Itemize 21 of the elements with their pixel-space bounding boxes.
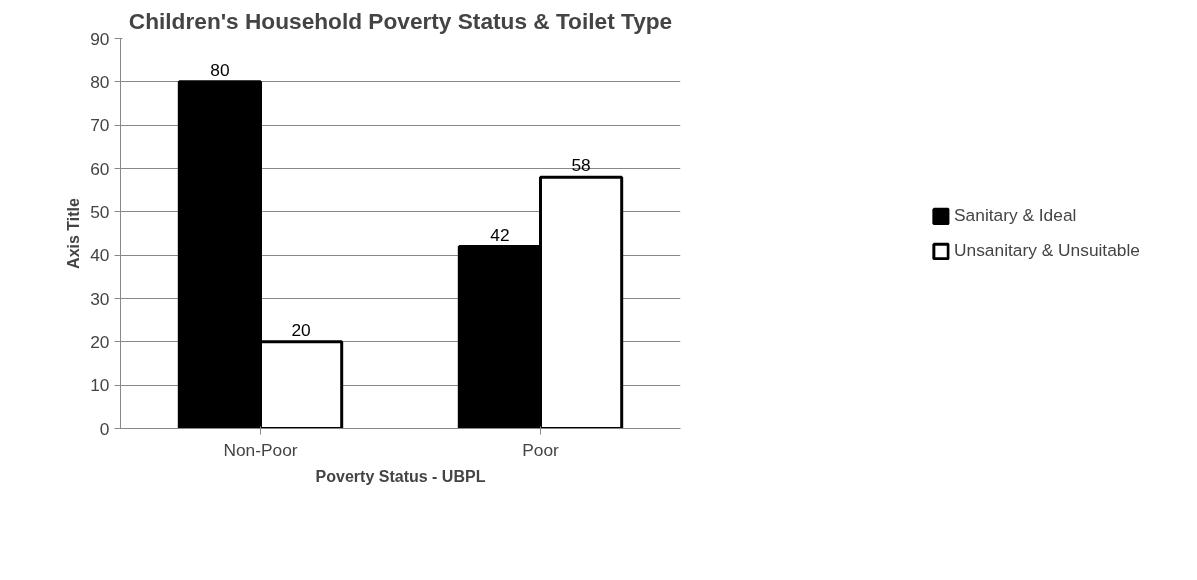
y-tick-label: 80 bbox=[90, 71, 110, 92]
y-tick-label: 40 bbox=[90, 245, 110, 266]
y-tick-label: 60 bbox=[90, 158, 110, 179]
data-label: 20 bbox=[291, 319, 311, 340]
x-tick-label: Poor bbox=[522, 439, 560, 460]
data-label: 80 bbox=[210, 59, 230, 80]
y-tick-label: 20 bbox=[90, 331, 110, 352]
y-axis-title: Axis Title bbox=[65, 197, 83, 269]
chart-title: Children's Household Poverty Status & Toilet Type bbox=[128, 7, 673, 34]
y-tick-label: 90 bbox=[90, 28, 110, 49]
y-tick-label: 0 bbox=[99, 418, 110, 439]
data-label: 42 bbox=[490, 224, 510, 245]
y-tick-label: 10 bbox=[90, 375, 110, 396]
y-tick-label: 50 bbox=[90, 201, 110, 222]
x-tick-label: Non-Poor bbox=[223, 439, 298, 460]
data-label: 58 bbox=[571, 155, 591, 176]
x-axis-title: Poverty Status - UBPL bbox=[315, 467, 486, 485]
y-tick-label: 30 bbox=[90, 288, 110, 309]
legend-label: Unsanitary & Unsuitable bbox=[954, 240, 1140, 261]
legend-label: Sanitary & Ideal bbox=[954, 205, 1077, 226]
y-tick-label: 70 bbox=[90, 115, 110, 136]
